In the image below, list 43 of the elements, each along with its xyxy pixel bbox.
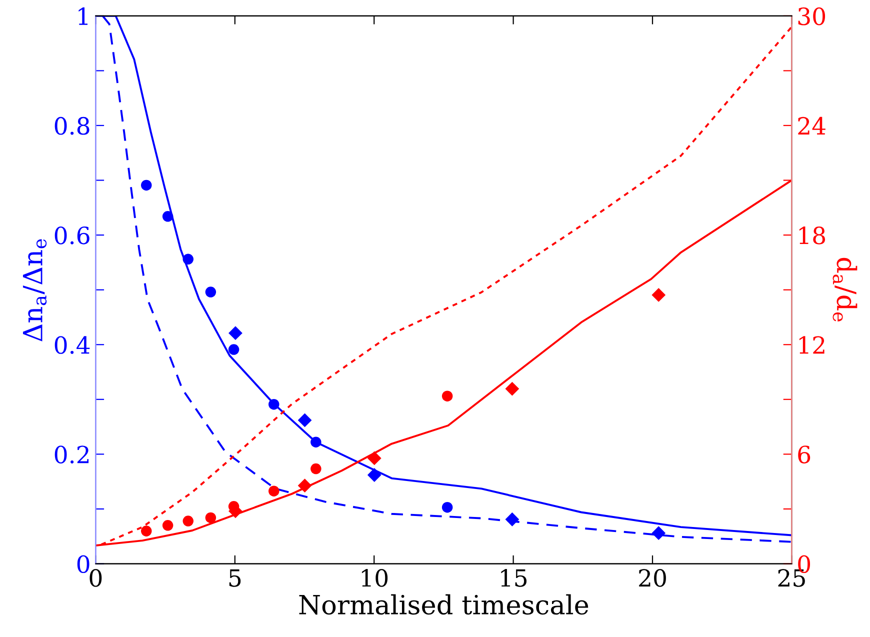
- point: [505, 512, 520, 526]
- y2-axis-title: d$_{a}$/d$_{e}$: [832, 258, 858, 322]
- y-tick-label: 0.8: [54, 116, 90, 135]
- y-tick-label: 0.6: [54, 226, 90, 244]
- x-tick-label: 15: [501, 569, 526, 587]
- point: [205, 286, 216, 298]
- point: [367, 468, 382, 482]
- y2-tick-label: 18: [799, 226, 826, 244]
- x-tick-label: 5: [229, 569, 241, 587]
- point: [140, 180, 152, 191]
- point: [310, 463, 322, 474]
- point: [140, 526, 152, 536]
- y-tick-label: 0.4: [54, 336, 90, 354]
- point: [652, 288, 666, 302]
- point: [228, 326, 242, 340]
- point: [182, 254, 194, 265]
- point: [298, 478, 312, 493]
- y-tick-label: 1: [78, 7, 88, 25]
- y-axis-title: Δn$_{a}$/Δn$_{e}$: [22, 239, 47, 342]
- y2-tick-label: 24: [798, 116, 826, 134]
- point: [505, 382, 520, 396]
- point: [268, 398, 280, 410]
- point: [652, 526, 666, 540]
- x-tick-label: 0: [90, 569, 102, 587]
- x-tick-label: 10: [362, 569, 388, 587]
- point: [310, 436, 322, 448]
- y2-tick-label: 30: [798, 7, 826, 26]
- x-axis-title: Normalised timescale: [299, 594, 588, 615]
- point: [162, 520, 174, 531]
- y-tick-label: 0.2: [54, 446, 89, 464]
- point: [162, 211, 174, 222]
- point: [442, 502, 453, 513]
- point: [298, 413, 312, 428]
- y-tick-label: 0: [77, 555, 90, 574]
- point: [367, 451, 382, 466]
- y2-tick-label: 6: [798, 446, 810, 464]
- y2-tick-label: 12: [799, 336, 824, 354]
- point: [268, 486, 280, 496]
- point: [228, 344, 240, 355]
- point: [442, 390, 453, 402]
- point: [205, 512, 216, 524]
- x-tick-label: 20: [639, 569, 666, 587]
- point: [182, 516, 194, 526]
